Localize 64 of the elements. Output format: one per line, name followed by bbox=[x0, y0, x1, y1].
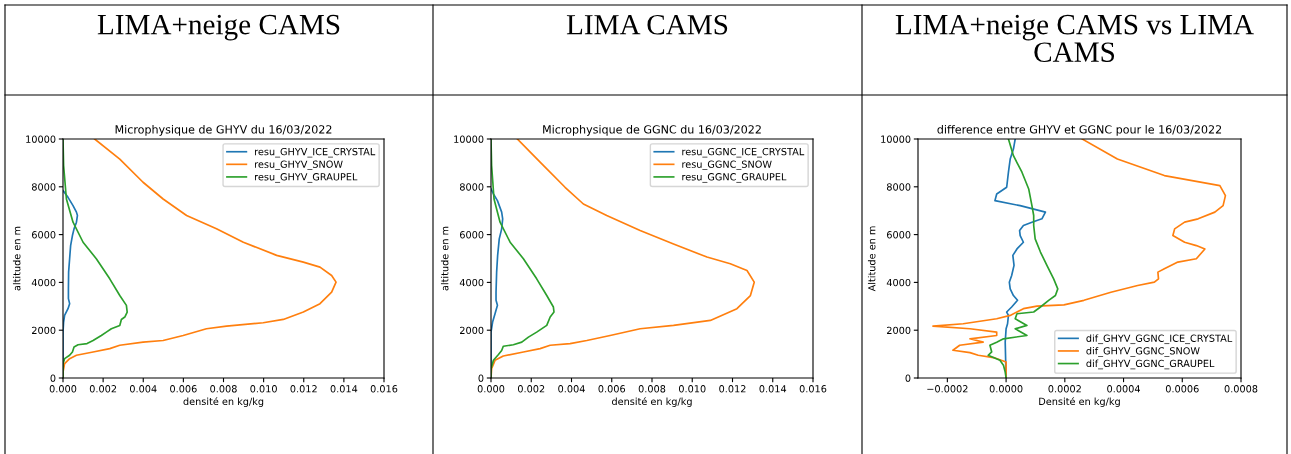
y-tick-label: 0 bbox=[50, 374, 56, 382]
x-tick-label: 0.016 bbox=[370, 385, 398, 393]
legend-label: dif_GHYV_GGNC_GRAUPEL bbox=[1086, 359, 1215, 370]
x-tick-label: 0.002 bbox=[89, 385, 117, 393]
x-tick-label: 0.010 bbox=[678, 385, 706, 393]
y-tick-label: 8000 bbox=[886, 183, 911, 191]
chart-subtitle: Microphysique de GGNC du 16/03/2022 bbox=[543, 125, 761, 136]
x-tick-label: 0.0000 bbox=[989, 385, 1023, 393]
x-tick-label: 0.010 bbox=[250, 385, 277, 393]
legend-label: dif_GHYV_GGNC_SNOW bbox=[1086, 346, 1200, 357]
chart-title: LIMA CAMS bbox=[566, 14, 728, 35]
x-tick-label: 0.000 bbox=[49, 385, 77, 393]
x-axis-title: densité en kg/kg bbox=[183, 397, 264, 407]
legend-label: resu_GHYV_SNOW bbox=[255, 160, 343, 171]
x-tick-label: 0.006 bbox=[598, 385, 626, 393]
x-tick-label: 0.014 bbox=[759, 385, 787, 393]
x-axis-title: densité en kg/kg bbox=[612, 397, 692, 407]
y-tick-label: 10000 bbox=[881, 135, 911, 143]
legend-label: resu_GGNC_GRAUPEL bbox=[682, 173, 787, 183]
y-axis-title: altitude en m bbox=[440, 226, 449, 291]
y-axis-title: Altitude en m bbox=[867, 226, 876, 292]
x-tick-label: −0.0002 bbox=[927, 385, 968, 393]
legend-label: resu_GGNC_ICE_CRYSTAL bbox=[682, 147, 805, 158]
x-tick-label: 0.0004 bbox=[1107, 385, 1141, 393]
legend-label: dif_GHYV_GGNC_ICE_CRYSTAL bbox=[1086, 334, 1233, 345]
x-tick-label: 0.000 bbox=[477, 385, 505, 393]
y-tick-label: 6000 bbox=[459, 231, 484, 239]
legend-label: resu_GHYV_ICE_CRYSTAL bbox=[255, 147, 376, 158]
y-tick-label: 8000 bbox=[459, 183, 484, 191]
x-axis-title: Densité en kg/kg bbox=[1039, 397, 1120, 407]
x-tick-label: 0.004 bbox=[558, 385, 585, 393]
x-tick-label: 0.0008 bbox=[1224, 385, 1258, 393]
y-tick-label: 2000 bbox=[32, 326, 56, 335]
y-tick-label: 2000 bbox=[460, 326, 484, 335]
chart-subtitle: Microphysique de GHYV du 16/03/2022 bbox=[115, 125, 332, 136]
x-tick-label: 0.0006 bbox=[1165, 385, 1199, 393]
y-tick-label: 4000 bbox=[31, 278, 56, 287]
y-tick-label: 6000 bbox=[31, 231, 56, 239]
x-tick-label: 0.014 bbox=[330, 385, 358, 393]
y-axis-title: altitude en m bbox=[12, 226, 21, 291]
line-series bbox=[987, 139, 1059, 378]
x-tick-label: 0.012 bbox=[719, 385, 746, 393]
x-tick-label: 0.002 bbox=[517, 385, 545, 393]
x-tick-label: 0.008 bbox=[210, 385, 237, 393]
y-tick-label: 8000 bbox=[31, 183, 56, 191]
y-tick-label: 6000 bbox=[886, 231, 911, 239]
x-tick-label: 0.008 bbox=[638, 385, 666, 393]
y-tick-label: 0 bbox=[478, 374, 484, 382]
y-tick-label: 4000 bbox=[459, 278, 484, 287]
legend-label: resu_GGNC_SNOW bbox=[682, 160, 772, 171]
chart-subtitle: difference entre GHYV et GGNC pour le 16/03/2022 bbox=[937, 125, 1222, 136]
x-tick-label: 0.006 bbox=[170, 385, 197, 393]
x-tick-label: 0.0002 bbox=[1048, 385, 1081, 393]
x-tick-label: 0.012 bbox=[290, 385, 317, 393]
legend-label: resu_GHYV_GRAUPEL bbox=[255, 173, 358, 183]
y-tick-label: 2000 bbox=[887, 326, 911, 335]
y-tick-label: 10000 bbox=[454, 135, 484, 143]
x-tick-label: 0.004 bbox=[129, 385, 157, 393]
y-tick-label: 4000 bbox=[886, 278, 911, 287]
y-tick-label: 10000 bbox=[26, 135, 56, 143]
x-tick-label: 0.016 bbox=[799, 385, 827, 393]
chart-title: LIMA+neige CAMS vs LIMA CAMS bbox=[895, 14, 1254, 62]
chart-title: LIMA+neige CAMS bbox=[97, 14, 340, 41]
y-tick-label: 0 bbox=[905, 374, 911, 382]
